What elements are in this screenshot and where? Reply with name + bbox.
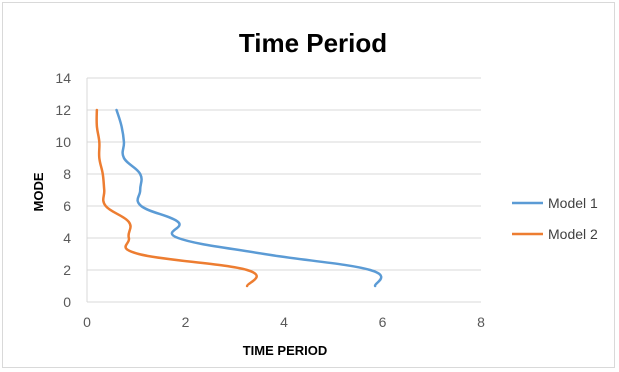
- y-tick-label-10: 10: [55, 134, 71, 150]
- series-lines: [95, 108, 383, 288]
- axes: [86, 78, 481, 303]
- x-tick-label-8: 8: [477, 314, 485, 330]
- legend-label-model-2: Model 2: [548, 226, 598, 242]
- x-tick-label-4: 4: [280, 314, 288, 330]
- y-tick-label-0: 0: [63, 294, 71, 310]
- series-line-model-1: [115, 108, 383, 288]
- y-tick-label-6: 6: [63, 198, 71, 214]
- chart-title: Time Period: [239, 28, 387, 58]
- y-tick-label-12: 12: [55, 102, 71, 118]
- legend-label-model-1: Model 1: [548, 195, 598, 211]
- y-tick-labels: 0 2 4 6 8 10 12 14: [55, 70, 71, 310]
- y-tick-label-14: 14: [55, 70, 71, 86]
- x-tick-label-0: 0: [83, 314, 91, 330]
- y-tick-label-4: 4: [63, 230, 71, 246]
- y-tick-label-8: 8: [63, 166, 71, 182]
- series-line-model-2: [95, 108, 258, 288]
- x-axis-label: TIME PERIOD: [243, 343, 328, 358]
- x-tick-label-2: 2: [182, 314, 190, 330]
- x-tick-labels: 0 2 4 6 8: [83, 314, 485, 330]
- y-tick-label-2: 2: [63, 262, 71, 278]
- gridlines: [87, 77, 481, 271]
- x-tick-label-6: 6: [379, 314, 387, 330]
- legend: Model 1 Model 2: [512, 195, 598, 242]
- y-axis-label: MODE: [31, 172, 46, 211]
